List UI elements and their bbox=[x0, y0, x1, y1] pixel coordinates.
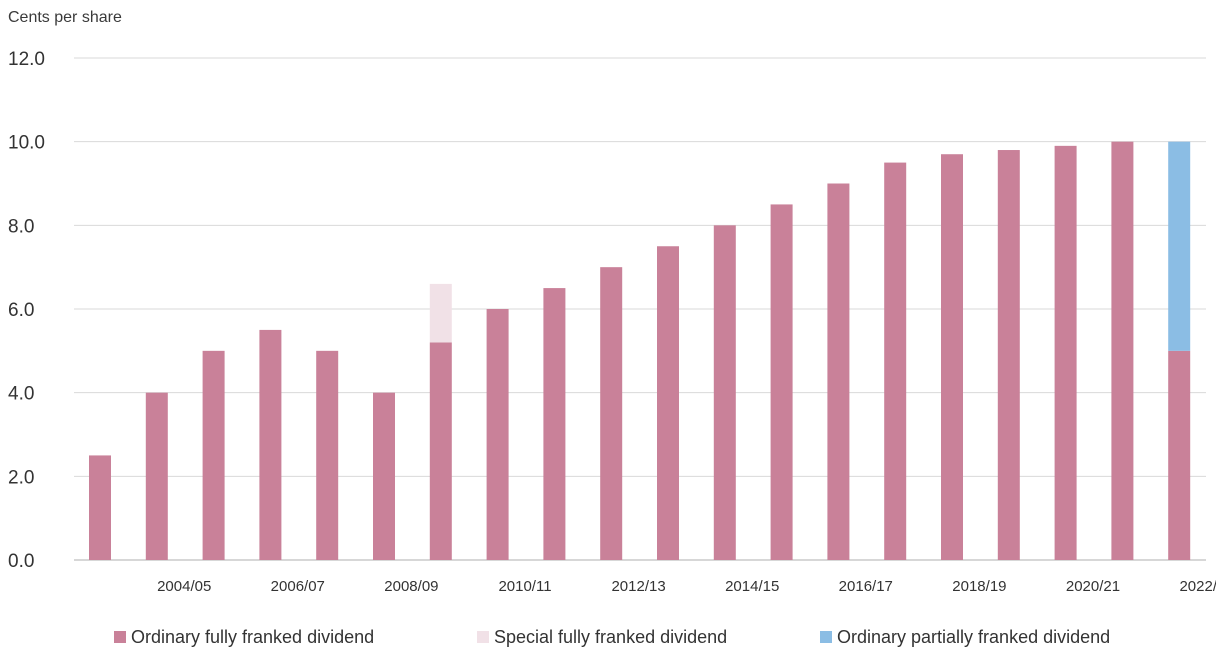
bar-segment-series-0 bbox=[316, 350, 339, 560]
y-tick-label: 12.0 bbox=[8, 49, 45, 70]
x-tick-label: 2012/13 bbox=[611, 578, 665, 595]
bar-segment-series-1 bbox=[429, 283, 452, 343]
bar-segment-series-0 bbox=[1111, 141, 1134, 560]
x-tick-label: 2006/07 bbox=[271, 578, 325, 595]
bar-segment-series-0 bbox=[373, 392, 395, 560]
bars bbox=[89, 141, 1191, 561]
bar-segment-series-0 bbox=[259, 329, 282, 560]
bar-segment-series-0 bbox=[1168, 350, 1191, 560]
bar-segment-series-0 bbox=[486, 309, 509, 560]
legend-swatch bbox=[820, 631, 832, 643]
bar-segment-series-0 bbox=[770, 204, 793, 560]
x-tick-label: 2004/05 bbox=[157, 578, 211, 595]
y-tick-label: 2.0 bbox=[8, 467, 34, 488]
legend-label: Special fully franked dividend bbox=[494, 627, 727, 647]
x-tick-label: 2018/19 bbox=[952, 578, 1006, 595]
bar-segment-series-0 bbox=[941, 154, 963, 560]
bar-segment-series-0 bbox=[543, 288, 566, 560]
y-axis-label: Cents per share bbox=[8, 9, 122, 26]
y-tick-label: 6.0 bbox=[8, 300, 34, 321]
bar-segment-series-0 bbox=[884, 162, 907, 561]
x-tick-label: 2014/15 bbox=[725, 578, 779, 595]
legend-swatch bbox=[114, 631, 126, 643]
bar-segment-series-0 bbox=[202, 350, 225, 560]
x-tick-label: 2020/21 bbox=[1066, 578, 1120, 595]
bar-segment-series-0 bbox=[713, 225, 736, 561]
y-tick-label: 0.0 bbox=[8, 551, 34, 572]
bar-segment-series-0 bbox=[657, 246, 679, 560]
y-tick-label: 4.0 bbox=[8, 384, 34, 405]
bar-segment-series-0 bbox=[997, 150, 1020, 561]
gridlines bbox=[74, 57, 1206, 561]
bar-segment-series-0 bbox=[827, 183, 850, 560]
legend: Ordinary fully franked dividend Special f… bbox=[114, 627, 1110, 647]
y-tick-label: 10.0 bbox=[8, 133, 45, 154]
x-tick-label: 2016/17 bbox=[839, 578, 893, 595]
x-tick-label: 2008/09 bbox=[384, 578, 438, 595]
y-tick-labels: 0.0 2.0 4.0 6.0 8.0 10.0 12.0 bbox=[8, 49, 45, 572]
x-tick-label: 2022/23 bbox=[1179, 578, 1216, 595]
bar-segment-series-0 bbox=[1054, 145, 1077, 560]
bar-segment-series-0 bbox=[600, 267, 623, 560]
x-tick-labels: 2004/05 2006/07 2008/09 2010/11 2012/13 2014/… bbox=[157, 578, 1216, 595]
bar-segment-series-0 bbox=[89, 455, 111, 560]
bar-segment-series-2 bbox=[1168, 141, 1191, 351]
bar-segment-series-0 bbox=[145, 392, 168, 560]
legend-label: Ordinary fully franked dividend bbox=[131, 627, 374, 647]
bar-segment-series-0 bbox=[429, 342, 452, 560]
legend-swatch bbox=[477, 631, 489, 643]
legend-label: Ordinary partially franked dividend bbox=[837, 627, 1110, 647]
y-tick-label: 8.0 bbox=[8, 216, 34, 237]
x-tick-label: 2010/11 bbox=[498, 578, 551, 595]
